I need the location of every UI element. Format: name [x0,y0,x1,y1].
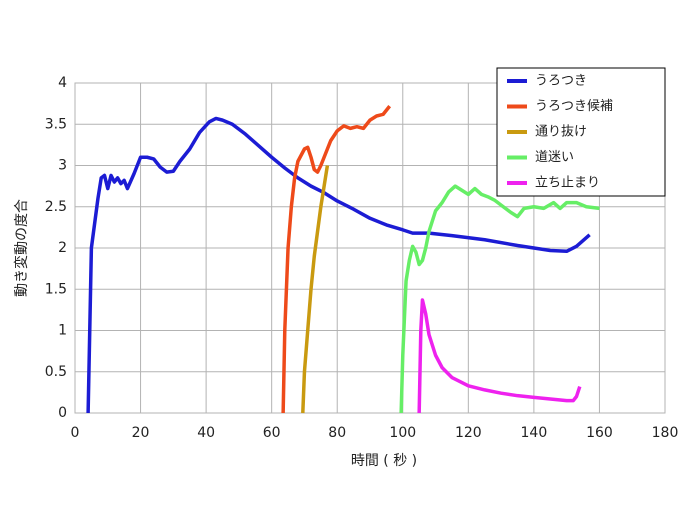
x-tick-label: 160 [586,425,613,441]
x-tick-label: 120 [455,425,482,441]
y-axis-label: 動き変動の度合 [13,199,30,297]
x-tick-label: 0 [71,425,80,441]
x-tick-label: 20 [132,425,150,441]
legend-label: うろつき [535,74,587,89]
plot-frame [74,82,666,414]
y-tick-label: 2 [58,240,67,256]
y-tick-label: 2.5 [45,199,67,215]
legend-label: 通り抜け [535,124,587,140]
data-line [86,116,591,414]
y-tick-label: 0 [58,405,67,421]
data-line [399,184,600,414]
legend-label: うろつき候補 [535,99,613,114]
x-axis-label: 時間 ( 秒 ) [351,453,417,469]
x-tick-label: 180 [652,425,679,441]
x-tick-label: 40 [197,425,215,441]
data-line [281,105,392,414]
y-tick-label: 0.5 [45,364,67,380]
y-tick-label: 3.5 [45,116,67,132]
x-tick-label: 80 [328,425,346,441]
x-tick-label: 100 [389,425,416,441]
y-tick-label: 3 [58,158,67,174]
y-tick-label: 1 [58,323,67,339]
y-tick-label: 1.5 [45,281,67,297]
x-tick-label: 140 [521,425,548,441]
data-line [417,298,582,414]
x-tick-label: 60 [263,425,281,441]
y-tick-label: 4 [58,75,67,91]
legend-label: 立ち止まり [535,176,600,191]
legend-label: 道迷い [535,150,574,165]
data-line [301,165,330,414]
